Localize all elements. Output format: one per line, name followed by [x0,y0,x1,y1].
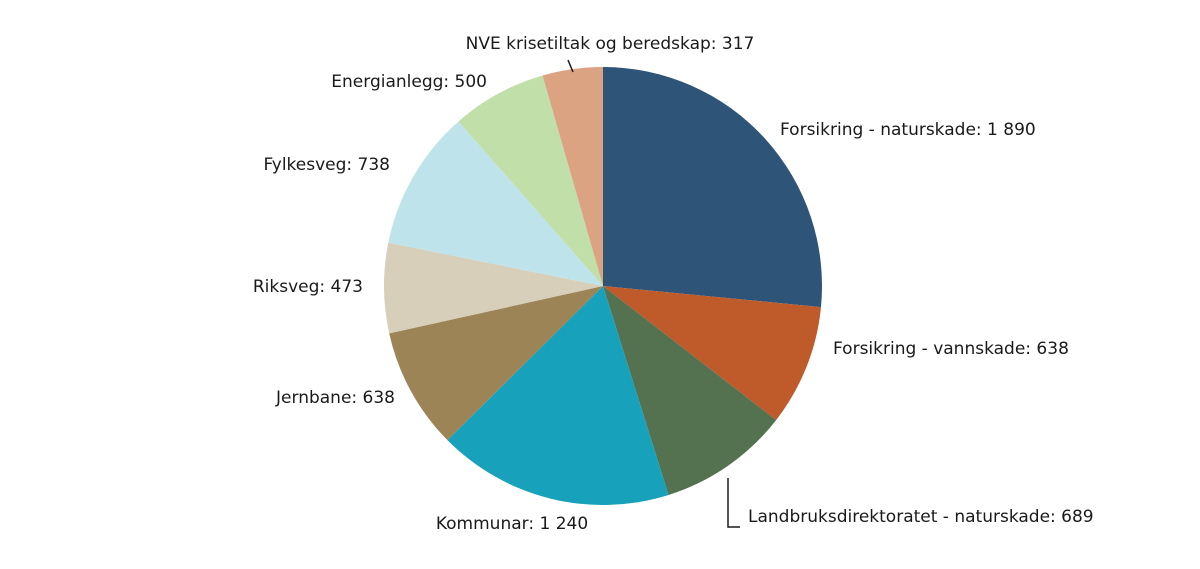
slice-label: Energianlegg: 500 [331,72,487,92]
leader-line [567,59,574,73]
leader-line [727,478,740,528]
slice-label: Forsikring - vannskade: 638 [833,339,1069,359]
pie-slice [388,121,603,287]
slice-label: Forsikring - naturskade: 1 890 [780,120,1036,140]
slice-label: Kommunar: 1 240 [436,514,588,534]
pie-slice [603,67,822,308]
slice-label: Riksveg: 473 [253,277,363,297]
slice-label: Jernbane: 638 [275,388,395,408]
pie-slice [542,67,603,286]
slice-label: Fylkesveg: 738 [264,155,390,175]
pie-slice [389,286,603,441]
pie-slice [447,286,669,505]
pie-slice [384,242,603,334]
slice-label: Landbruksdirektoratet - naturskade: 689 [748,507,1094,527]
slice-label: NVE krisetiltak og beredskap: 317 [466,34,755,54]
pie-slice [458,75,603,286]
pie-slice [603,286,821,421]
pie-slice [603,286,777,495]
